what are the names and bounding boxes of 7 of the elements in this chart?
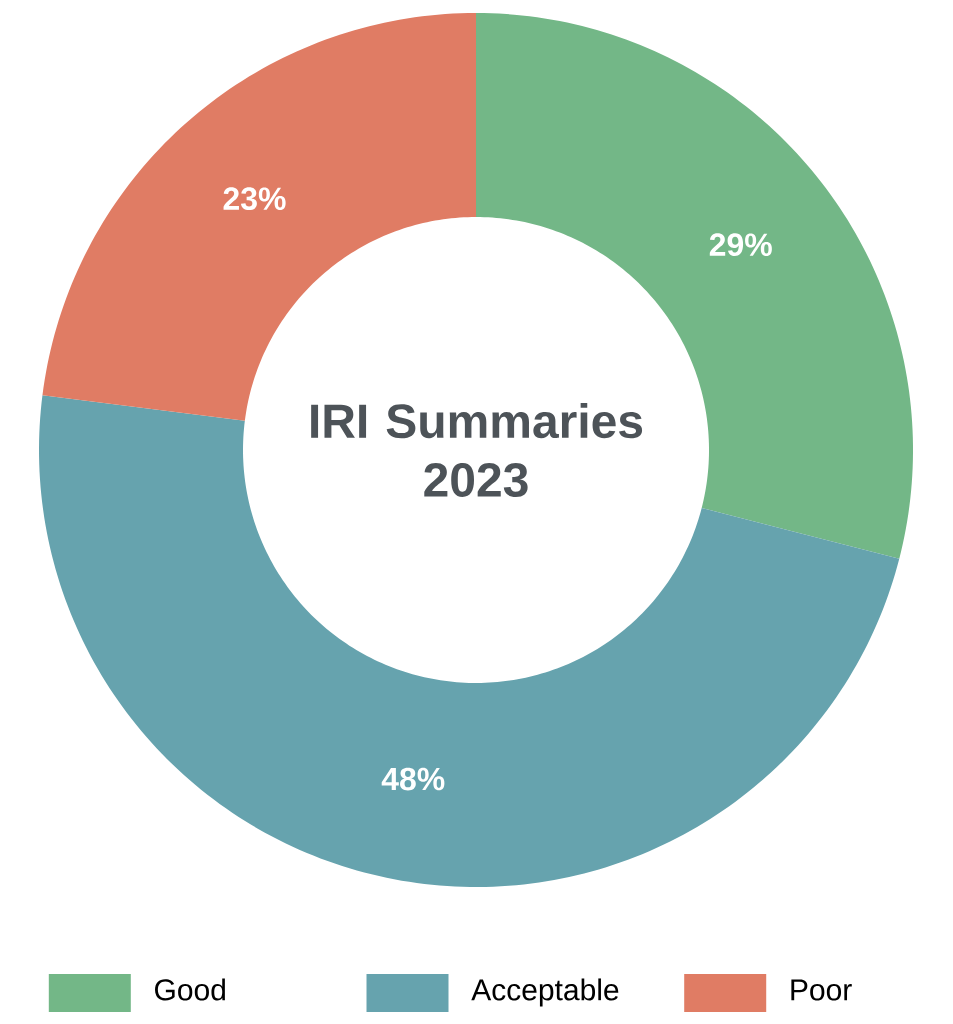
legend-label: Acceptable xyxy=(471,978,619,1007)
data-label: 29% xyxy=(709,233,772,256)
legend-label: Poor xyxy=(791,979,852,1001)
data-label: 48% xyxy=(381,767,445,791)
legend-label: Good xyxy=(155,978,225,1001)
text: IRI Summaries 2023 xyxy=(311,403,643,497)
data-label: 23% xyxy=(223,187,286,211)
